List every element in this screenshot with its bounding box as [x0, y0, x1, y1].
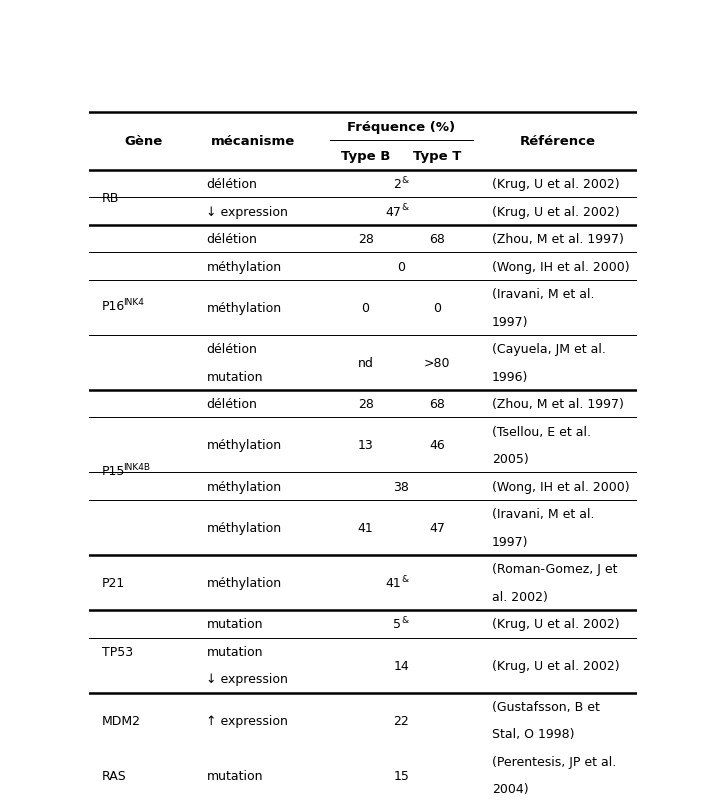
Text: délétion: délétion	[207, 178, 257, 191]
Text: mécanisme: mécanisme	[211, 135, 295, 148]
Text: &: &	[401, 175, 409, 184]
Text: mutation: mutation	[207, 370, 263, 384]
Text: nd: nd	[358, 357, 374, 370]
Text: (Iravani, M et al.: (Iravani, M et al.	[492, 508, 594, 521]
Text: RAS: RAS	[102, 769, 127, 782]
Text: 1997): 1997)	[492, 315, 528, 328]
Text: mutation: mutation	[207, 645, 263, 658]
Text: délétion: délétion	[207, 397, 257, 410]
Text: 0: 0	[397, 260, 405, 273]
Text: (Wong, IH et al. 2000): (Wong, IH et al. 2000)	[492, 260, 629, 273]
Text: RB: RB	[102, 191, 120, 204]
Text: &: &	[401, 574, 409, 583]
Text: 47: 47	[429, 521, 445, 534]
Text: Type T: Type T	[413, 150, 461, 163]
Text: (Perentesis, JP et al.: (Perentesis, JP et al.	[492, 755, 616, 768]
Text: MDM2: MDM2	[102, 714, 141, 727]
Text: 38: 38	[394, 480, 409, 493]
Text: Gène: Gène	[124, 135, 163, 148]
Text: 15: 15	[394, 769, 409, 782]
Text: 0: 0	[433, 302, 441, 315]
Text: méthylation: méthylation	[207, 302, 282, 315]
Text: >80: >80	[423, 357, 450, 370]
Text: INK4B: INK4B	[123, 462, 150, 471]
Text: (Wong, IH et al. 2000): (Wong, IH et al. 2000)	[492, 480, 629, 493]
Text: méthylation: méthylation	[207, 260, 282, 273]
Text: &: &	[401, 615, 409, 624]
Text: mutation: mutation	[207, 769, 263, 782]
Text: &: &	[401, 203, 409, 212]
Text: ↑ expression: ↑ expression	[207, 714, 288, 727]
Text: 2005): 2005)	[492, 453, 529, 466]
Text: (Zhou, M et al. 1997): (Zhou, M et al. 1997)	[492, 397, 624, 410]
Text: méthylation: méthylation	[207, 439, 282, 452]
Text: (Krug, U et al. 2002): (Krug, U et al. 2002)	[492, 617, 620, 630]
Text: 2004): 2004)	[492, 783, 528, 796]
Text: 1996): 1996)	[492, 370, 528, 384]
Text: (Gustafsson, B et: (Gustafsson, B et	[492, 700, 600, 713]
Text: 13: 13	[358, 439, 373, 452]
Text: (Krug, U et al. 2002): (Krug, U et al. 2002)	[492, 178, 620, 191]
Text: 47: 47	[385, 205, 401, 218]
Text: méthylation: méthylation	[207, 521, 282, 534]
Text: 0: 0	[362, 302, 370, 315]
Text: 68: 68	[429, 233, 445, 246]
Text: ↓ expression: ↓ expression	[207, 205, 288, 218]
Text: (Krug, U et al. 2002): (Krug, U et al. 2002)	[492, 659, 620, 672]
Text: 5: 5	[393, 617, 401, 630]
Text: Fréquence (%): Fréquence (%)	[347, 121, 455, 134]
Text: ↓ expression: ↓ expression	[207, 672, 288, 685]
Text: 28: 28	[358, 397, 374, 410]
Text: délétion: délétion	[207, 233, 257, 246]
Text: 22: 22	[394, 714, 409, 727]
Text: Stal, O 1998): Stal, O 1998)	[492, 727, 574, 740]
Text: P21: P21	[102, 577, 125, 590]
Text: 14: 14	[394, 659, 409, 672]
Text: 41: 41	[358, 521, 373, 534]
Text: P15: P15	[102, 465, 125, 478]
Text: (Cayuela, JM et al.: (Cayuela, JM et al.	[492, 343, 605, 356]
Text: délétion: délétion	[207, 343, 257, 356]
Text: (Tsellou, E et al.: (Tsellou, E et al.	[492, 425, 590, 438]
Text: 68: 68	[429, 397, 445, 410]
Text: 28: 28	[358, 233, 374, 246]
Text: al. 2002): al. 2002)	[492, 590, 548, 603]
Text: Type B: Type B	[341, 150, 390, 163]
Text: 46: 46	[429, 439, 445, 452]
Text: Référence: Référence	[520, 135, 595, 148]
Text: 2: 2	[394, 178, 401, 191]
Text: 41: 41	[386, 577, 401, 590]
Text: méthylation: méthylation	[207, 577, 282, 590]
Text: (Zhou, M et al. 1997): (Zhou, M et al. 1997)	[492, 233, 624, 246]
Text: 1997): 1997)	[492, 535, 528, 548]
Text: TP53: TP53	[102, 645, 133, 658]
Text: P16: P16	[102, 299, 125, 312]
Text: mutation: mutation	[207, 617, 263, 630]
Text: INK4: INK4	[123, 298, 144, 307]
Text: (Iravani, M et al.: (Iravani, M et al.	[492, 288, 594, 301]
Text: méthylation: méthylation	[207, 480, 282, 493]
Text: (Roman-Gomez, J et: (Roman-Gomez, J et	[492, 563, 617, 576]
Text: (Krug, U et al. 2002): (Krug, U et al. 2002)	[492, 205, 620, 218]
